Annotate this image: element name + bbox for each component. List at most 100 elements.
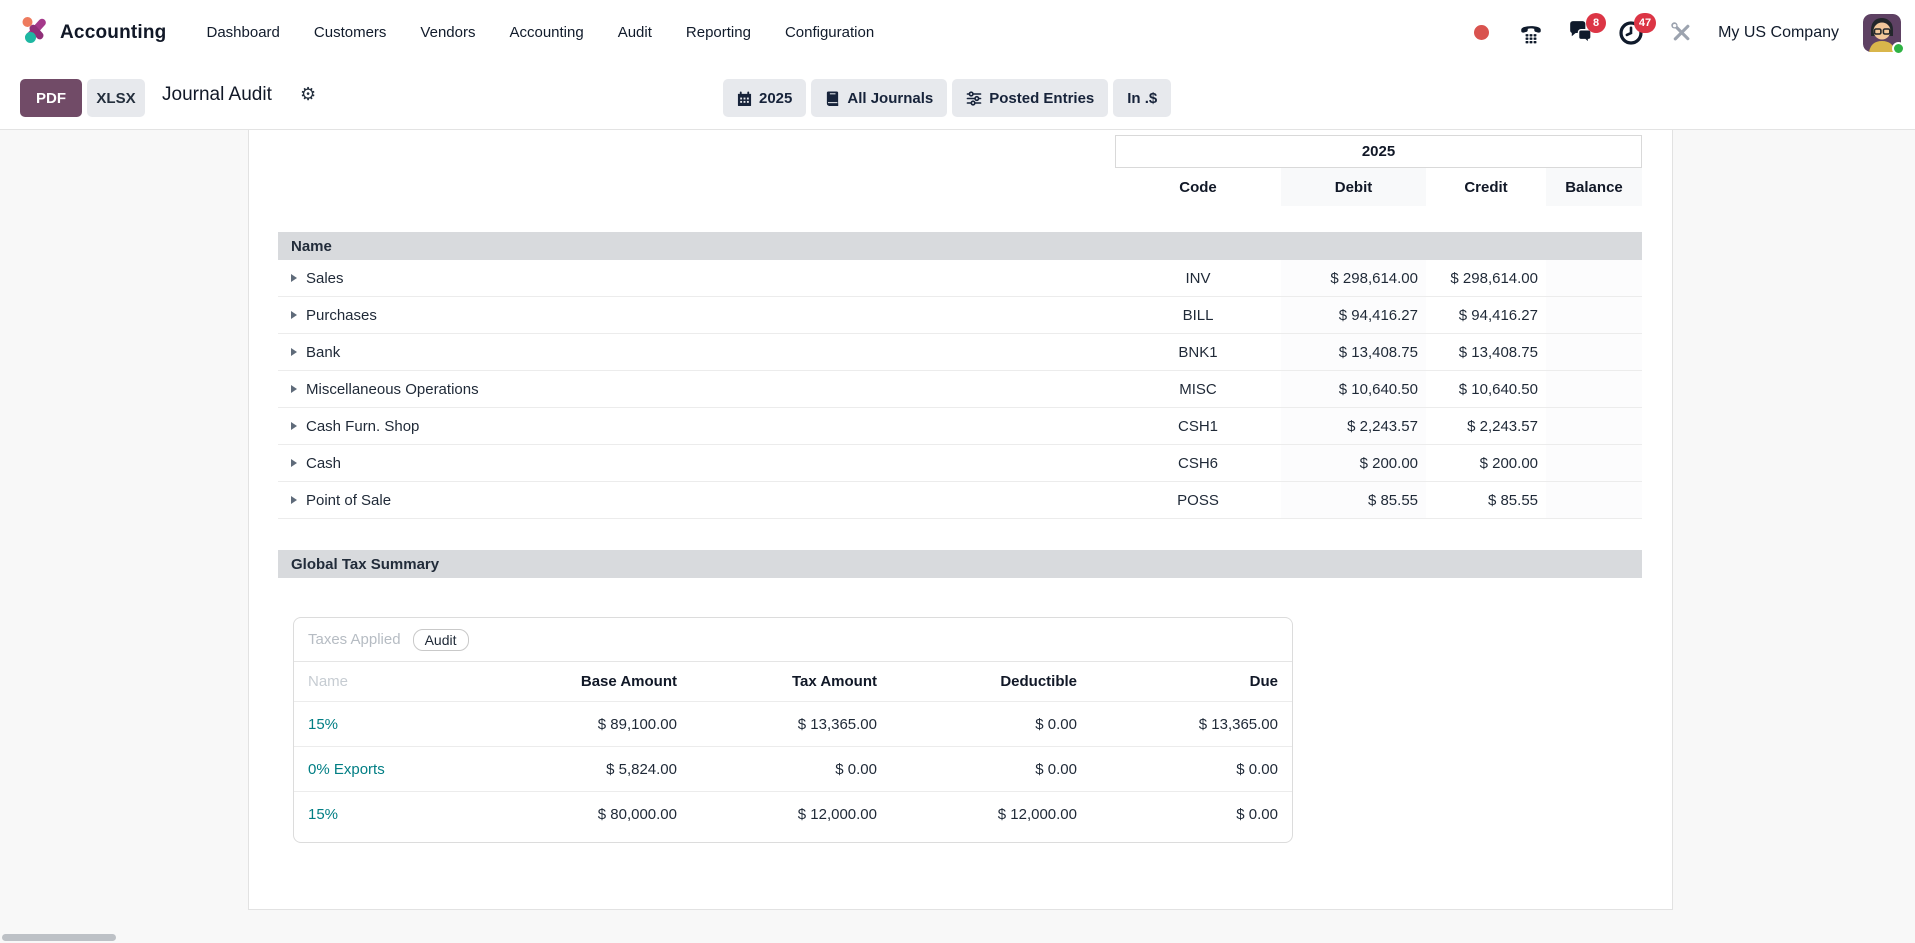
company-switcher[interactable]: My US Company xyxy=(1718,23,1839,41)
journal-row[interactable]: Point of Sale POSS $ 85.55 $ 85.55 xyxy=(278,482,1642,519)
tax-rows: 15% $ 89,100.00 $ 13,365.00 $ 0.00 $ 13,… xyxy=(294,701,1292,836)
record-indicator-icon[interactable] xyxy=(1468,20,1494,46)
posted-entries-filter-button[interactable]: Posted Entries xyxy=(952,79,1109,117)
deductible-cell: $ 0.00 xyxy=(1035,760,1077,778)
period-filter-button[interactable]: 2025 xyxy=(723,79,807,117)
base-amount-cell: $ 80,000.00 xyxy=(597,805,677,823)
main-menu: Dashboard Customers Vendors Accounting A… xyxy=(207,24,875,41)
menu-item[interactable]: Configuration xyxy=(784,24,875,41)
top-navbar: Accounting Dashboard Customers Vendors A… xyxy=(0,0,1915,65)
report-filters: 2025 All Journals Posted En xyxy=(723,79,1172,117)
journal-debit-cell: $ 85.55 xyxy=(1281,482,1426,518)
deductible-column-header: Deductible xyxy=(1000,673,1077,690)
journal-name-cell[interactable]: Point of Sale xyxy=(278,492,1115,509)
menu-item[interactable]: Accounting xyxy=(509,24,584,41)
menu-item[interactable]: Vendors xyxy=(420,24,476,41)
content-background: 2025 Code Debit Credit Balance Name Sale… xyxy=(0,130,1915,943)
accounting-app-icon xyxy=(20,15,50,50)
journal-name-cell[interactable]: Miscellaneous Operations xyxy=(278,381,1115,398)
messages-icon[interactable]: 8 xyxy=(1568,12,1607,46)
tax-name-link[interactable]: 0% Exports xyxy=(308,760,385,778)
journal-credit-cell: $ 298,614.00 xyxy=(1450,269,1538,287)
journal-code-cell: POSS xyxy=(1177,491,1219,509)
menu-item[interactable]: Reporting xyxy=(685,24,751,41)
due-cell: $ 0.00 xyxy=(1236,760,1278,778)
horizontal-scrollbar-thumb[interactable] xyxy=(2,934,116,941)
journal-code-cell: BNK1 xyxy=(1178,343,1218,361)
gear-icon[interactable]: ⚙ xyxy=(300,84,317,104)
journal-row[interactable]: Sales INV $ 298,614.00 $ 298,614.00 xyxy=(278,260,1642,297)
journal-code-cell: CSH1 xyxy=(1177,417,1218,435)
balance-column-header: Balance xyxy=(1546,168,1642,206)
menu-item[interactable]: Dashboard xyxy=(206,24,280,41)
xlsx-export-button[interactable]: XLSX xyxy=(87,79,145,117)
deductible-cell: $ 12,000.00 xyxy=(997,805,1077,823)
name-section-header: Name xyxy=(278,232,1642,260)
base-amount-cell: $ 5,824.00 xyxy=(606,760,677,778)
tax-section-header: Global Tax Summary xyxy=(278,550,1642,578)
journal-name-cell[interactable]: Purchases xyxy=(278,307,1115,324)
year-column-header: 2025 xyxy=(1115,135,1642,168)
journal-row[interactable]: Purchases BILL $ 94,416.27 $ 94,416.27 xyxy=(278,297,1642,334)
expand-caret-icon[interactable] xyxy=(291,496,297,504)
due-cell: $ 13,365.00 xyxy=(1198,715,1278,733)
audit-button[interactable]: Audit xyxy=(412,628,469,651)
expand-caret-icon[interactable] xyxy=(291,385,297,393)
journal-row[interactable]: Cash Furn. Shop CSH1 $ 2,243.57 $ 2,243.… xyxy=(278,408,1642,445)
expand-caret-icon[interactable] xyxy=(291,311,297,319)
expand-caret-icon[interactable] xyxy=(291,348,297,356)
journal-name-cell[interactable]: Bank xyxy=(278,344,1115,361)
expand-caret-icon[interactable] xyxy=(291,422,297,430)
tools-icon[interactable] xyxy=(1668,20,1694,46)
journal-credit-cell: $ 13,408.75 xyxy=(1458,343,1538,361)
journal-balance-cell xyxy=(1546,260,1642,296)
menu-item[interactable]: Audit xyxy=(617,24,652,41)
journal-balance-cell xyxy=(1546,334,1642,370)
journal-debit-cell: $ 2,243.57 xyxy=(1281,408,1426,444)
pdf-export-button[interactable]: PDF xyxy=(20,79,82,117)
journal-balance-cell xyxy=(1546,371,1642,407)
calendar-icon xyxy=(737,90,752,106)
tax-amount-cell: $ 13,365.00 xyxy=(797,715,877,733)
app-switcher[interactable]: Accounting xyxy=(20,15,167,50)
journal-name-cell[interactable]: Cash Furn. Shop xyxy=(278,418,1115,435)
menu-item[interactable]: Customers xyxy=(313,24,387,41)
journal-name: Sales xyxy=(306,269,344,287)
tax-name-column-header: Name xyxy=(308,673,349,690)
journal-name-cell[interactable]: Sales xyxy=(278,270,1115,287)
expand-caret-icon[interactable] xyxy=(291,459,297,467)
report-sheet: 2025 Code Debit Credit Balance Name Sale… xyxy=(248,130,1673,910)
journal-column-headers: Code Debit Credit Balance xyxy=(1115,168,1642,206)
tax-name-cell: 15% xyxy=(294,806,489,823)
tax-name-cell: 0% Exports xyxy=(294,761,489,778)
journal-name: Point of Sale xyxy=(306,491,392,509)
base-amount-column-header: Base Amount xyxy=(580,673,677,690)
red-dot-icon xyxy=(1473,25,1489,40)
debit-column-header: Debit xyxy=(1281,168,1426,206)
journal-code-cell: BILL xyxy=(1182,306,1214,324)
journal-code-cell: MISC xyxy=(1179,380,1217,398)
taxes-applied-title: Taxes Applied xyxy=(308,631,401,648)
phone-icon[interactable] xyxy=(1518,20,1544,46)
journal-balance-cell xyxy=(1546,297,1642,333)
journal-name-cell[interactable]: Cash xyxy=(278,455,1115,472)
user-avatar[interactable] xyxy=(1863,13,1905,55)
activities-clock-icon[interactable]: 47 xyxy=(1618,12,1657,46)
journal-credit-cell: $ 200.00 xyxy=(1479,454,1538,472)
tax-row: 15% $ 89,100.00 $ 13,365.00 $ 0.00 $ 13,… xyxy=(294,701,1292,746)
journal-rows: Sales INV $ 298,614.00 $ 298,614.00 Purc… xyxy=(278,260,1642,519)
tax-name-link[interactable]: 15% xyxy=(308,715,339,733)
journal-debit-cell: $ 10,640.50 xyxy=(1281,371,1426,407)
journal-row[interactable]: Miscellaneous Operations MISC $ 10,640.5… xyxy=(278,371,1642,408)
journal-filter-button[interactable]: All Journals xyxy=(811,79,948,117)
activities-badge: 47 xyxy=(1633,12,1657,33)
journal-row[interactable]: Bank BNK1 $ 13,408.75 $ 13,408.75 xyxy=(278,334,1642,371)
due-cell: $ 0.00 xyxy=(1236,805,1278,823)
tax-name-link[interactable]: 15% xyxy=(308,805,339,823)
tax-column-headers: Name Base Amount Tax Amount Deductible D… xyxy=(294,662,1292,701)
journal-row[interactable]: Cash CSH6 $ 200.00 $ 200.00 xyxy=(278,445,1642,482)
expand-caret-icon[interactable] xyxy=(291,274,297,282)
tax-row: 15% $ 80,000.00 $ 12,000.00 $ 12,000.00 … xyxy=(294,791,1292,836)
journal-name: Bank xyxy=(306,343,341,361)
currency-filter-button[interactable]: In .$ xyxy=(1113,79,1172,117)
